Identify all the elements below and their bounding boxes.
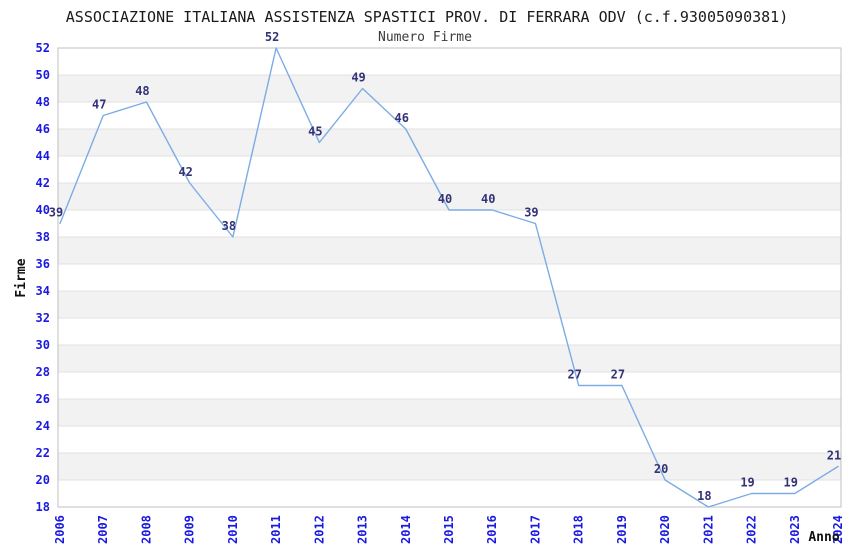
x-tick-label: 2010 (226, 515, 240, 544)
y-tick-label: 34 (36, 284, 50, 298)
x-tick-label: 2020 (658, 515, 672, 544)
x-tick-label: 2018 (572, 515, 586, 544)
point-label: 39 (49, 206, 63, 220)
point-label: 49 (351, 71, 365, 85)
x-axis-title: Anno (808, 530, 839, 545)
y-tick-label: 42 (36, 176, 50, 190)
point-label: 52 (265, 30, 279, 44)
y-tick-label: 28 (36, 365, 50, 379)
point-label: 42 (178, 165, 192, 179)
point-label: 48 (135, 84, 149, 98)
y-tick-label: 36 (36, 257, 50, 271)
y-tick-label: 40 (36, 203, 50, 217)
grid-band (58, 183, 841, 210)
grid-band (58, 345, 841, 372)
y-tick-label: 20 (36, 473, 50, 487)
point-label: 20 (654, 462, 668, 476)
y-tick-label: 26 (36, 392, 50, 406)
x-tick-label: 2023 (788, 515, 802, 544)
x-tick-label: 2024 (831, 515, 845, 544)
x-tick-label: 2006 (53, 515, 67, 544)
point-label: 19 (784, 476, 798, 490)
point-label: 40 (481, 192, 495, 206)
y-tick-label: 18 (36, 500, 50, 514)
y-tick-label: 44 (36, 149, 50, 163)
point-label: 27 (611, 368, 625, 382)
x-tick-label: 2008 (139, 515, 153, 544)
x-tick-label: 2013 (356, 515, 370, 544)
x-tick-label: 2021 (701, 515, 715, 544)
y-tick-label: 38 (36, 230, 50, 244)
y-tick-label: 24 (36, 419, 50, 433)
y-tick-label: 52 (36, 41, 50, 55)
x-tick-label: 2019 (615, 515, 629, 544)
grid-band (58, 75, 841, 102)
grid-band (58, 399, 841, 426)
x-tick-label: 2016 (485, 515, 499, 544)
grid-band (58, 129, 841, 156)
point-label: 47 (92, 98, 106, 112)
chart-subtitle: Numero Firme (378, 30, 472, 45)
x-tick-label: 2007 (96, 515, 110, 544)
grid-band (58, 237, 841, 264)
point-label: 27 (567, 368, 581, 382)
y-tick-label: 48 (36, 95, 50, 109)
point-label: 39 (524, 206, 538, 220)
y-tick-label: 30 (36, 338, 50, 352)
grid-band (58, 291, 841, 318)
series-line (59, 47, 839, 508)
x-tick-label: 2012 (312, 515, 326, 544)
plot-border (57, 47, 842, 508)
y-tick-label: 46 (36, 122, 50, 136)
point-label: 38 (222, 219, 236, 233)
chart-title: ASSOCIAZIONE ITALIANA ASSISTENZA SPASTIC… (66, 8, 788, 26)
x-tick-label: 2014 (399, 515, 413, 544)
plot-area: 1820222426283032343638404244464850522006… (36, 30, 845, 544)
y-tick-label: 22 (36, 446, 50, 460)
grid-band (58, 453, 841, 480)
point-label: 19 (740, 476, 754, 490)
point-label: 21 (827, 449, 841, 463)
x-tick-label: 2022 (745, 515, 759, 544)
y-tick-label: 32 (36, 311, 50, 325)
x-tick-label: 2009 (183, 515, 197, 544)
x-tick-label: 2017 (528, 515, 542, 544)
point-label: 18 (697, 489, 711, 503)
y-tick-label: 50 (36, 68, 50, 82)
y-axis-title: Firme (14, 258, 29, 297)
x-tick-label: 2015 (442, 515, 456, 544)
point-label: 45 (308, 125, 322, 139)
x-tick-label: 2011 (269, 515, 283, 544)
point-label: 40 (438, 192, 452, 206)
point-label: 46 (395, 111, 409, 125)
